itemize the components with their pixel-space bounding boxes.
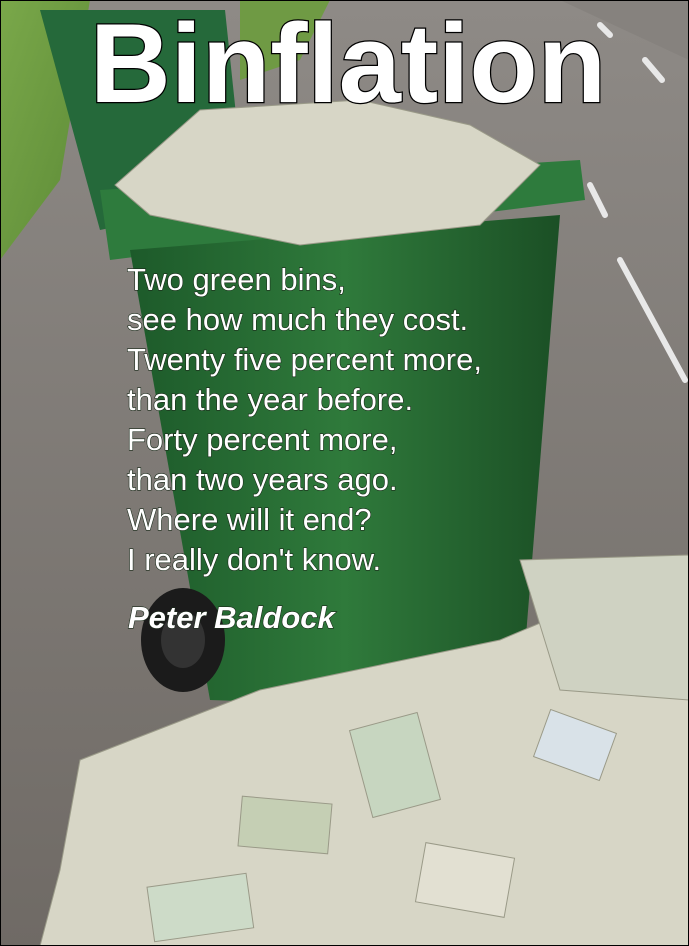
poster: Binflation Two green bins, see how much t… — [0, 0, 689, 946]
poem-line: see how much they cost. — [127, 302, 468, 337]
poem-line: Two green bins, — [127, 262, 346, 297]
page: Binflation Two green bins, see how much t… — [0, 0, 689, 946]
poem-line: Forty percent more, — [127, 422, 397, 457]
poster-title: Binflation — [90, 1, 606, 126]
poem-line: than two years ago. — [127, 462, 398, 497]
poem-line: than the year before. — [127, 382, 413, 417]
poem-line: Where will it end? — [127, 502, 372, 537]
author: Peter Baldock — [128, 600, 337, 635]
poem-line: I really don't know. — [127, 542, 381, 577]
poem-line: Twenty five percent more, — [127, 342, 482, 377]
